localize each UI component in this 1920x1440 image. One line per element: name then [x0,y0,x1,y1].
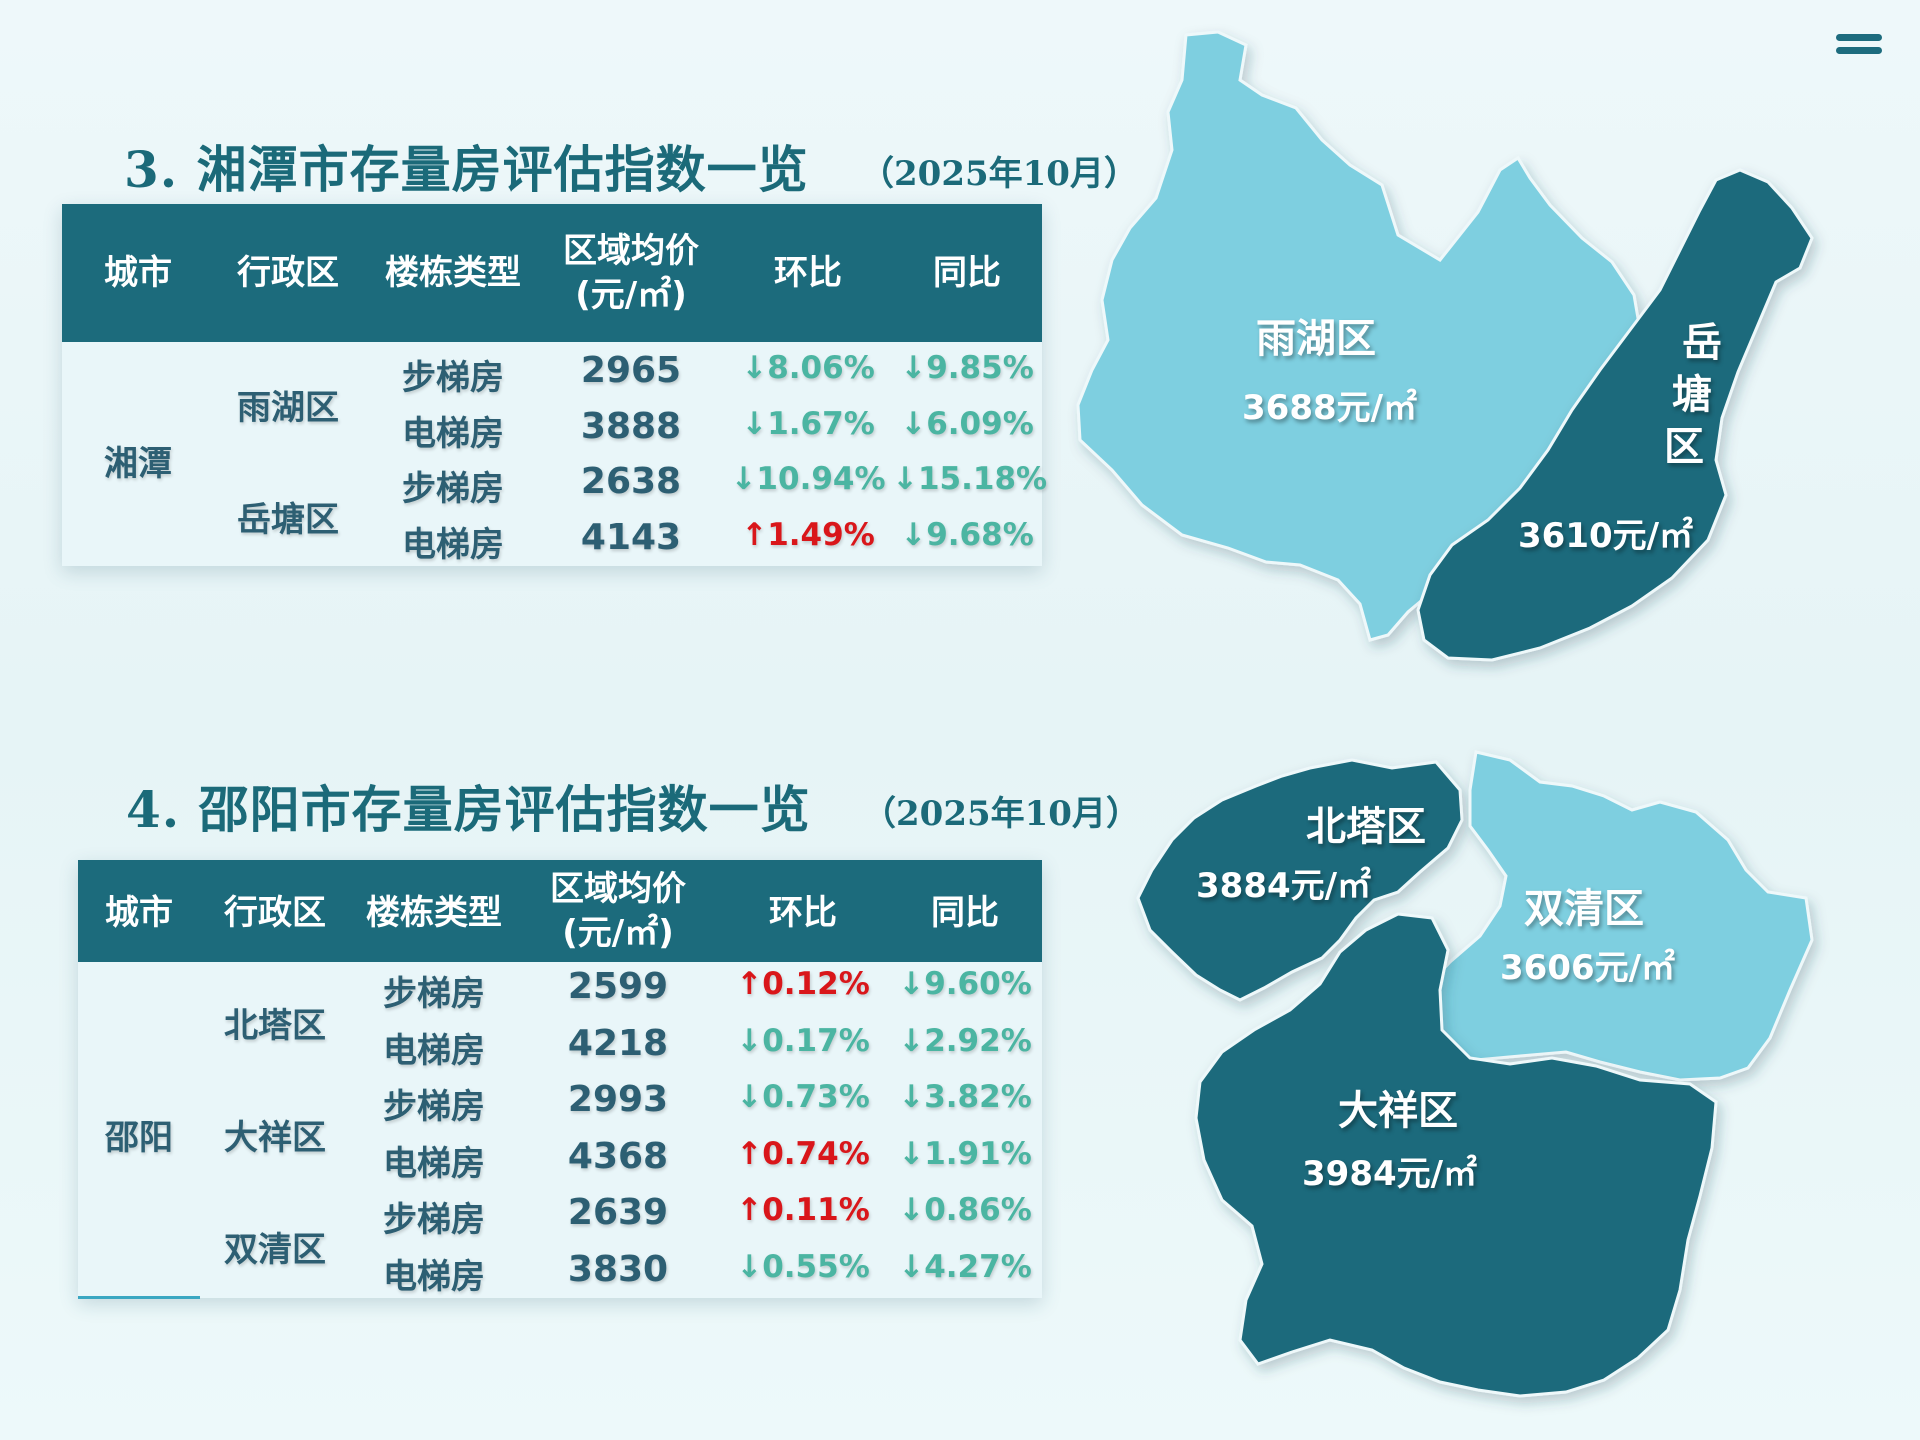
yuetang-label: 塘 [1672,372,1712,418]
daxiang-price: 3984元/㎡ [1302,1154,1478,1194]
price-cell: 3888 [580,405,682,447]
mom-cell: ↓1.67% [741,405,875,442]
yuhu-label: 雨湖区 [1256,316,1376,362]
mom-cell: ↓0.73% [736,1079,870,1115]
city-cell: 邵阳 [105,1118,173,1158]
yuhu-price: 3688元/㎡ [1242,388,1418,428]
xiangtan-table: 城市 行政区 楼栋类型 区域均价 (元/㎡) 环比 同比 湘潭 雨湖区 岳塘区 … [62,204,1048,566]
header-yoy: 同比 [931,893,999,933]
price-cell: 2638 [580,461,682,502]
building-type-cell: 步梯房 [402,358,504,398]
beita-price: 3884元/㎡ [1196,866,1372,906]
header-price-unit: (元/㎡) [562,913,674,953]
yoy-cell: ↓9.60% [898,966,1032,1002]
mom-cell: ↑1.49% [741,516,875,553]
yoy-cell: ↓2.92% [898,1022,1032,1059]
yoy-cell: ↓4.27% [898,1248,1032,1285]
map-shuangqing-district[interactable] [1420,750,1814,1082]
yoy-cell: ↓3.82% [898,1079,1032,1115]
price-cell: 2599 [567,966,669,1007]
price-cell: 4368 [567,1135,669,1177]
city-underline [78,1296,200,1299]
map-daxiang-district[interactable] [1194,912,1718,1398]
price-cell: 4218 [567,1022,669,1064]
mom-cell: ↑0.74% [736,1135,870,1172]
header-mom: 环比 [774,253,842,293]
building-type-cell: 步梯房 [383,974,485,1014]
price-cell: 2993 [567,1079,669,1120]
yoy-cell: ↓9.68% [900,516,1034,553]
table-header: 城市 行政区 楼栋类型 区域均价 (元/㎡) 环比 同比 [62,204,1042,342]
building-type-cell: 步梯房 [402,469,504,509]
yoy-cell: ↓15.18% [892,461,1048,497]
shaoyang-table: 城市 行政区 楼栋类型 区域均价 (元/㎡) 环比 同比 邵阳 北塔区 大祥区 … [78,860,1042,1299]
header-price-unit: (元/㎡) [575,275,687,315]
section3-title: 3. 湘潭市存量房评估指数一览 [124,140,809,199]
building-type-cell: 步梯房 [383,1087,485,1127]
section4-date: （2025年10月） [862,794,1140,834]
header-building-type: 楼栋类型 [366,893,502,933]
building-type-cell: 电梯房 [402,413,504,454]
map-yuetang-district[interactable] [1416,168,1814,662]
price-cell: 2639 [567,1192,669,1233]
yuetang-label: 区 [1664,424,1704,470]
header-yoy: 同比 [933,253,1001,293]
building-type-cell: 电梯房 [383,1143,485,1184]
yuetang-price: 3610元/㎡ [1518,516,1694,556]
building-type-cell: 步梯房 [383,1200,485,1240]
district-cell: 雨湖区 [237,388,339,428]
mom-cell: ↑0.12% [736,966,870,1002]
header-mom: 环比 [769,893,837,933]
yuetang-label: 岳 [1682,320,1722,366]
yoy-cell: ↓9.85% [900,350,1034,386]
mom-cell: ↓0.17% [736,1022,870,1059]
header-building-type: 楼栋类型 [385,253,521,293]
price-cell: 4143 [580,516,682,558]
daxiang-label: 大祥区 [1338,1088,1458,1134]
district-cell: 双清区 [224,1230,326,1270]
header-city: 城市 [105,893,173,933]
building-type-cell: 电梯房 [383,1030,485,1071]
header-avg-price: 区域均价 [550,869,686,909]
yoy-cell: ↓1.91% [898,1135,1032,1172]
beita-label: 北塔区 [1306,804,1426,850]
yoy-cell: ↓0.86% [898,1192,1032,1228]
section3-date: （2025年10月） [860,154,1138,194]
district-cell: 北塔区 [224,1006,326,1046]
district-cell: 大祥区 [224,1118,326,1158]
header-city: 城市 [104,253,172,293]
header-district: 行政区 [224,893,326,933]
price-cell: 3830 [567,1248,669,1290]
map-beita-district[interactable] [1136,758,1464,1002]
yoy-cell: ↓6.09% [900,405,1034,442]
shuangqing-label: 双清区 [1524,886,1644,932]
building-type-cell: 电梯房 [383,1256,485,1297]
menu-icon[interactable] [1836,34,1882,56]
mom-cell: ↑0.11% [736,1192,870,1228]
shuangqing-price: 3606元/㎡ [1500,948,1676,988]
mom-cell: ↓10.94% [730,461,886,497]
city-cell: 湘潭 [104,444,172,484]
header-district: 行政区 [237,253,339,293]
table-header: 城市 行政区 楼栋类型 区域均价 (元/㎡) 环比 同比 [78,860,1042,962]
header-avg-price: 区域均价 [563,231,699,271]
mom-cell: ↓8.06% [741,350,875,386]
district-cell: 岳塘区 [237,500,339,540]
section4-title: 4. 邵阳市存量房评估指数一览 [126,780,811,839]
price-cell: 2965 [580,350,682,391]
building-type-cell: 电梯房 [402,524,504,565]
mom-cell: ↓0.55% [736,1248,870,1285]
